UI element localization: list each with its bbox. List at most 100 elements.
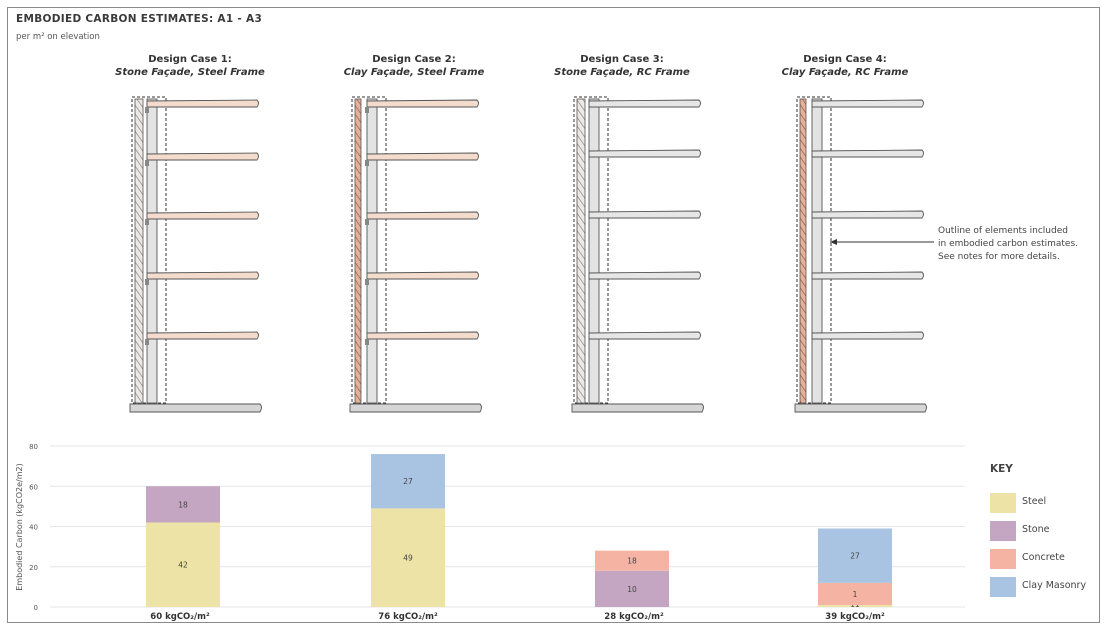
frame-column [366, 98, 378, 404]
bar-segment-stone [146, 486, 220, 523]
data-label: 18 [627, 557, 637, 566]
y-tick-label: 60 [29, 483, 38, 491]
legend-label-stone: Stone [1022, 524, 1050, 535]
case-4-subheading: Clay Façade, RC Frame [781, 67, 909, 78]
bar-segment-concrete [818, 582, 892, 605]
floor-slab [811, 331, 924, 340]
steel-bracket [365, 339, 369, 345]
case-2-total: 76 kgCO₂/m² [378, 612, 438, 622]
legend-label-steel: Steel [1022, 496, 1047, 507]
facade-leaf [354, 98, 362, 404]
bar-segment-steel [146, 522, 220, 607]
elevation-case-4 [794, 96, 927, 413]
floor-slab [146, 152, 259, 161]
case-4-total: 39 kgCO₂/m² [825, 612, 885, 622]
floor-slab [588, 331, 701, 340]
data-label: 49 [403, 554, 413, 563]
data-label: 42 [178, 561, 188, 570]
case-1-subheading: Stone Façade, Steel Frame [115, 67, 265, 78]
bar-segment-stone [595, 570, 669, 607]
floor-slab [588, 210, 701, 219]
case-2-heading: Design Case 2: [372, 54, 456, 65]
ground-slab [571, 403, 704, 413]
annotation-line-2: in embodied carbon estimates. [938, 239, 1079, 249]
floor-slab [146, 271, 259, 280]
floor-slab [146, 99, 259, 108]
floor-slab [146, 331, 259, 340]
floor-slab [588, 271, 701, 280]
elevation-case-1 [129, 96, 262, 413]
floor-slab [366, 211, 479, 220]
facade-leaf [799, 98, 807, 404]
floor-slab [588, 99, 701, 108]
elevation-drawings [129, 96, 934, 413]
frame-column [146, 98, 158, 404]
data-label: 27 [403, 477, 413, 486]
steel-bracket [365, 279, 369, 285]
steel-bracket [145, 107, 149, 113]
page-title: EMBODIED CARBON ESTIMATES: A1 - A3 [16, 13, 263, 25]
data-label: 27 [850, 552, 860, 561]
bar-segment-steel [371, 508, 445, 607]
ground-slab [349, 403, 482, 413]
legend-swatch-stone [990, 521, 1016, 541]
frame-column [588, 98, 600, 404]
case-3-heading: Design Case 3: [580, 54, 664, 65]
facade-leaf [576, 98, 586, 404]
floor-slab [811, 149, 924, 158]
elevation-case-2 [349, 96, 482, 413]
facade-leaf [134, 98, 144, 404]
ground-slab [129, 403, 262, 413]
floor-slab [811, 210, 924, 219]
steel-bracket [145, 279, 149, 285]
y-tick-label: 80 [29, 443, 38, 451]
floor-slab [146, 211, 259, 220]
case-1-heading: Design Case 1: [148, 54, 232, 65]
bar-segment-clay-masonry [818, 528, 892, 583]
floor-slab [588, 149, 701, 158]
steel-bracket [365, 107, 369, 113]
floor-slab [366, 152, 479, 161]
case-3-subheading: Stone Façade, RC Frame [554, 67, 690, 78]
annotation-line-3: See notes for more details. [938, 252, 1060, 262]
bar-segment-concrete [595, 550, 669, 571]
case-4-heading: Design Case 4: [803, 54, 887, 65]
bar-segment-steel [818, 604, 892, 607]
legend-swatch-concrete [990, 549, 1016, 569]
case-2-subheading: Clay Façade, Steel Frame [343, 67, 485, 78]
legend-swatch-clay-masonry [990, 577, 1016, 597]
y-tick-label: 40 [29, 524, 38, 532]
floor-slab [366, 331, 479, 340]
y-tick-label: 20 [29, 564, 38, 572]
case-1-total: 60 kgCO₂/m² [150, 612, 210, 622]
case-3-title: Design Case 3: Stone Façade, RC Frame [522, 53, 722, 79]
steel-bracket [145, 339, 149, 345]
page-subtitle: per m² on elevation [16, 32, 100, 42]
data-label: 18 [178, 500, 188, 509]
data-label: 10 [627, 585, 637, 594]
annotation-arrowhead [830, 239, 837, 245]
annotation-line-1: Outline of elements included [938, 226, 1068, 236]
case-2-title: Design Case 2: Clay Façade, Steel Frame [314, 53, 514, 79]
steel-bracket [365, 160, 369, 166]
data-label: 1 [853, 590, 858, 599]
case-1-title: Design Case 1: Stone Façade, Steel Frame [90, 53, 290, 79]
floor-slab [811, 99, 924, 108]
steel-bracket [145, 160, 149, 166]
legend-label-concrete: Concrete [1022, 552, 1065, 563]
bar-segment-clay-masonry [371, 454, 445, 509]
y-tick-label: 0 [34, 604, 38, 612]
floor-slab [366, 99, 479, 108]
frame-column [811, 98, 823, 404]
ground-slab [794, 403, 927, 413]
steel-bracket [365, 219, 369, 225]
legend-title: KEY [990, 463, 1013, 475]
elevation-case-3 [571, 96, 704, 413]
legend-label-clay-masonry: Clay Masonry [1022, 580, 1087, 591]
steel-bracket [145, 219, 149, 225]
floor-slab [811, 271, 924, 280]
case-4-title: Design Case 4: Clay Façade, RC Frame [745, 53, 945, 79]
y-axis-label: Embodied Carbon (kgCO2e/m2) [15, 463, 24, 590]
case-3-total: 28 kgCO₂/m² [604, 612, 664, 622]
